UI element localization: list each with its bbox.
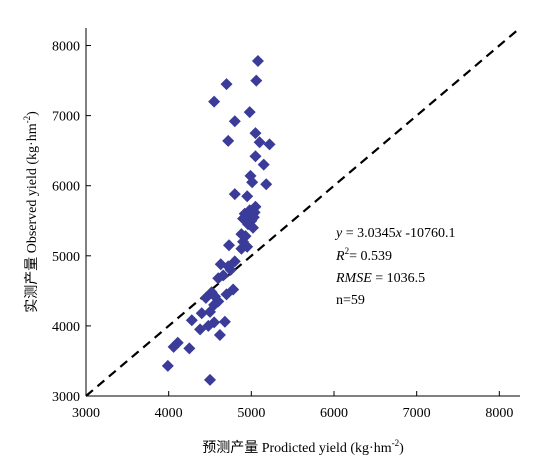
y-tick-label: 5000 [52, 250, 80, 265]
data-point [204, 305, 216, 318]
data-point [253, 136, 266, 149]
y-ticks-layer: 3000 4000 5000 6000 7000 8000 [52, 40, 91, 405]
r-squared: R2= 0.539 [335, 246, 392, 264]
data-point [223, 239, 236, 252]
data-point [249, 150, 262, 163]
data-point [218, 315, 231, 328]
data-point [204, 373, 216, 386]
x-axis-title: 预测产量 Prodicted yield (kg·hm-2) [202, 438, 404, 456]
data-point [251, 54, 264, 67]
data-point [243, 106, 256, 119]
regression-annotation: y = 3.0345x -10760.1 R2= 0.539 RMSE = 10… [334, 226, 456, 308]
data-point [250, 74, 263, 87]
y-tick-label: 7000 [52, 110, 80, 125]
data-point [185, 314, 198, 327]
data-point [195, 307, 208, 320]
data-point [260, 178, 273, 191]
x-tick-label: 5000 [237, 406, 265, 421]
axes-layer [85, 28, 520, 397]
data-point [228, 188, 241, 201]
data-point [228, 115, 241, 128]
data-point [161, 359, 174, 372]
data-point [213, 329, 226, 342]
data-point [246, 221, 259, 234]
data-point [194, 323, 207, 336]
data-point [220, 288, 233, 301]
data-points-layer [161, 54, 276, 386]
data-point [246, 176, 259, 189]
data-point [249, 127, 262, 140]
x-tick-label: 3000 [72, 406, 100, 421]
x-tick-label: 8000 [485, 406, 513, 421]
rmse: RMSE = 1036.5 [335, 271, 425, 286]
data-point [167, 340, 180, 353]
x-tick-label: 7000 [403, 406, 431, 421]
y-tick-label: 6000 [52, 180, 80, 195]
regression-equation: y = 3.0345x -10760.1 [334, 226, 456, 241]
one-to-one-dashed-line [85, 27, 521, 397]
data-point [257, 158, 270, 171]
y-tick-label: 3000 [52, 390, 80, 405]
data-point [235, 242, 248, 255]
data-point [220, 78, 233, 91]
y-axis-title: 实测产量 Observed yield (kg·hm-2) [22, 111, 40, 313]
data-point [208, 95, 221, 108]
data-point [199, 291, 212, 304]
y-tick-label: 4000 [52, 320, 80, 335]
data-point [222, 134, 235, 147]
sample-count: n=59 [336, 293, 365, 308]
data-point [183, 342, 196, 355]
x-ticks-layer: 3000 4000 5000 6000 7000 8000 [72, 391, 513, 421]
y-tick-label: 8000 [52, 40, 80, 55]
data-point [212, 272, 225, 285]
reference-line-layer [85, 27, 521, 397]
data-point [241, 190, 254, 203]
data-point [263, 138, 276, 151]
data-point [224, 263, 237, 276]
x-tick-label: 6000 [320, 406, 348, 421]
x-tick-label: 4000 [155, 406, 183, 421]
